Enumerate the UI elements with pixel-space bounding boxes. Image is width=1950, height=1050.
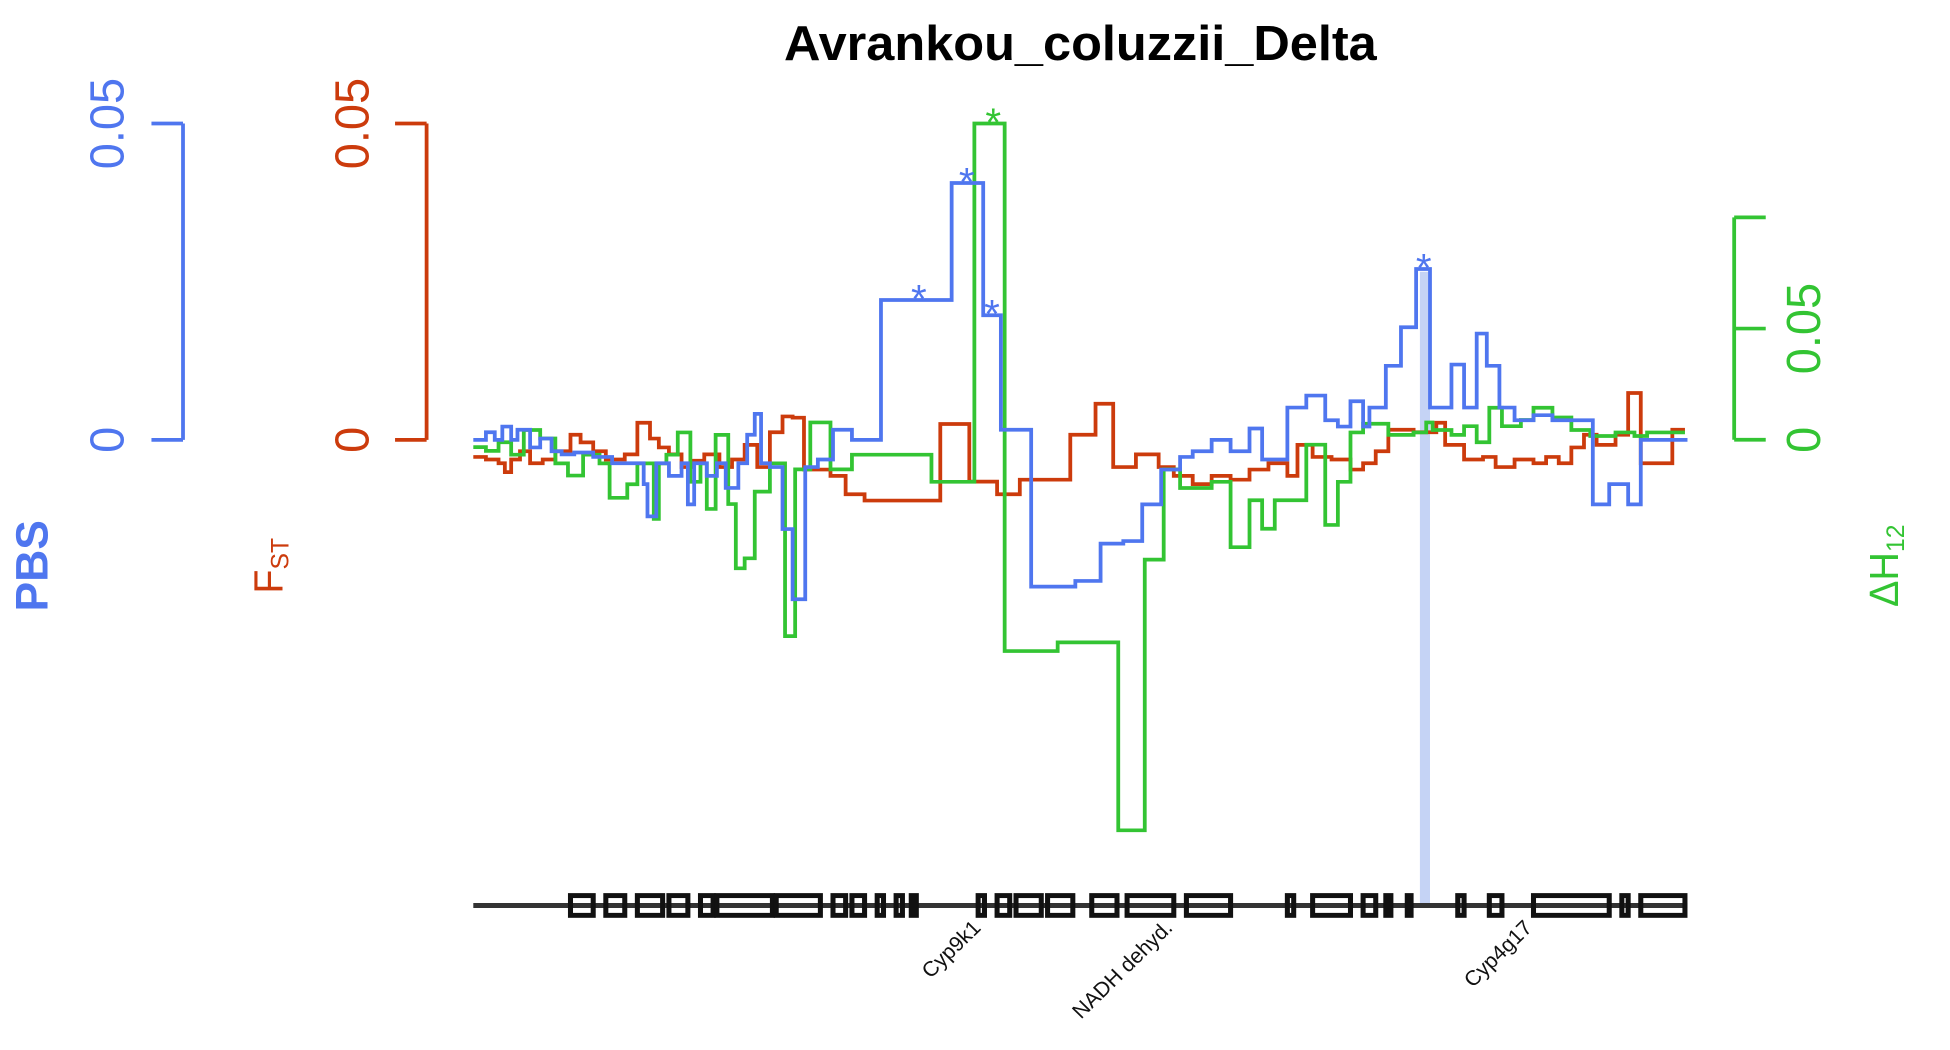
gene-feature xyxy=(1486,893,1505,918)
axis-label: FST xyxy=(247,538,295,594)
gene-feature xyxy=(1455,893,1467,918)
gene-feature xyxy=(1124,893,1177,918)
annotation: * xyxy=(1416,247,1432,291)
gene-feature xyxy=(1383,893,1394,918)
axis-label: PBS xyxy=(6,520,58,611)
gene-feature xyxy=(773,893,823,918)
label-sub: 12 xyxy=(1881,525,1909,552)
y-tick-label: 0 xyxy=(1778,427,1832,453)
label-sub: ST xyxy=(266,538,294,570)
annotation: * xyxy=(985,101,1001,145)
gene-feature xyxy=(1284,893,1297,918)
label-main: F xyxy=(247,569,291,593)
highlight-band xyxy=(1419,271,1430,906)
gene-feature xyxy=(1638,893,1688,918)
gene-feature xyxy=(1045,893,1076,918)
gene-feature xyxy=(1360,893,1379,918)
gene-feature xyxy=(1530,893,1612,918)
gene-feature xyxy=(697,893,716,918)
gene-feature xyxy=(1013,893,1044,918)
gene-label: Cyp9k1 xyxy=(918,916,986,982)
annotation: * xyxy=(911,278,927,322)
y-tick-label: 0.05 xyxy=(326,78,380,169)
gene-feature xyxy=(908,893,919,918)
y-tick-label: 0.05 xyxy=(1778,283,1832,374)
annotation: * xyxy=(959,161,975,205)
gene-feature xyxy=(1183,893,1234,918)
gene-feature xyxy=(634,893,666,918)
gene-feature xyxy=(666,893,691,918)
gene-feature xyxy=(893,893,905,918)
label-main: ΔH xyxy=(1862,552,1906,607)
y-tick-label: 0 xyxy=(326,427,380,453)
y-tick-label: 0.05 xyxy=(81,78,135,169)
gene-feature xyxy=(1404,893,1414,918)
gene-feature xyxy=(1310,893,1354,918)
gene-feature xyxy=(1089,893,1120,918)
chart-title: Avrankou_coluzzii_Delta xyxy=(784,15,1378,70)
gene-feature xyxy=(874,893,887,918)
axis-label: ΔH12 xyxy=(1862,525,1910,607)
gene-label: Cyp4g17 xyxy=(1460,916,1537,991)
step-line xyxy=(473,181,1688,602)
gene-feature xyxy=(994,893,1013,918)
gene-feature xyxy=(830,893,849,918)
gene-feature xyxy=(975,893,987,918)
gene-feature xyxy=(714,893,775,918)
gene-feature xyxy=(849,893,868,918)
gene-label: NADH dehyd. xyxy=(1068,916,1177,1023)
step-line xyxy=(473,121,1685,833)
y-tick-label: 0 xyxy=(81,427,135,453)
gene-feature xyxy=(603,893,628,918)
gene-feature xyxy=(1619,893,1631,918)
gene-feature xyxy=(567,893,596,918)
annotation: * xyxy=(984,293,1000,337)
